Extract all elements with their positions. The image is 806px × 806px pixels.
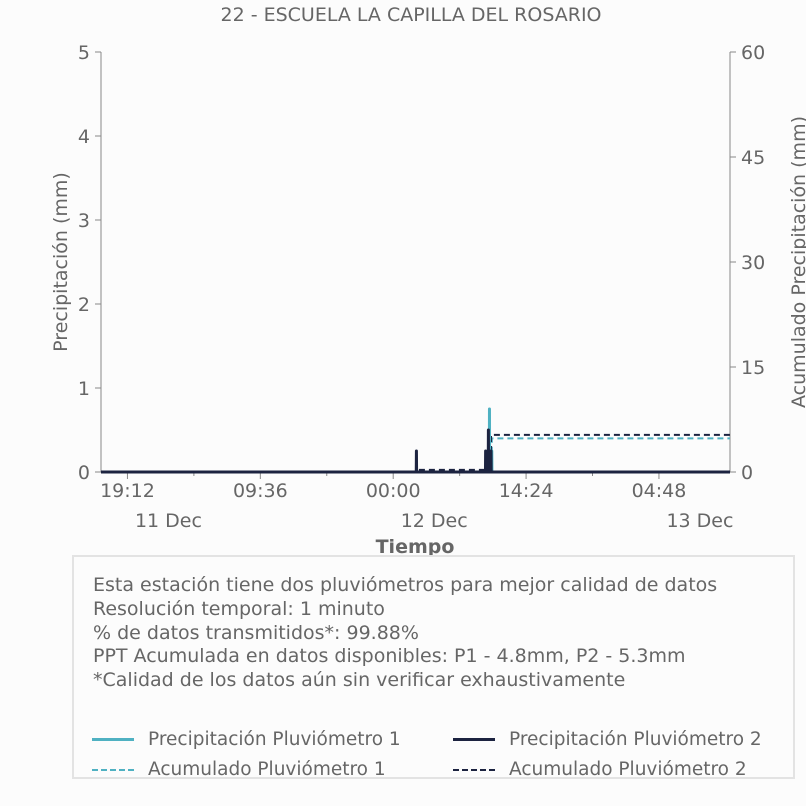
series-layer	[101, 407, 730, 474]
info-line: % de datos transmitidos*: 99.88%	[93, 621, 419, 644]
legend-label: Acumulado Pluviómetro 1	[148, 759, 386, 780]
legend-label: Precipitación Pluviómetro 1	[148, 729, 401, 750]
x-tick-label: 19:12	[100, 480, 155, 502]
y-tick-label: 3	[78, 210, 90, 232]
legend-swatch-dashed-dark	[453, 768, 495, 771]
legend-swatch-solid-light	[92, 738, 134, 741]
y-tick-label: 0	[78, 462, 90, 484]
info-legend-box: Esta estación tiene dos pluviómetros par…	[72, 555, 795, 780]
y-tick-label: 2	[78, 294, 90, 316]
y-tick-label: 1	[78, 378, 90, 400]
info-line: *Calidad de los datos aún sin verificar …	[93, 669, 626, 692]
y2-tick-label: 45	[741, 147, 765, 169]
x-date-label: 12 Dec	[401, 510, 468, 532]
y2-tick-label: 30	[741, 252, 765, 274]
x-date-label: 11 Dec	[135, 510, 202, 532]
info-line: Esta estación tiene dos pluviómetros par…	[93, 574, 718, 596]
info-text: Esta estación tiene dos pluviómetros par…	[93, 574, 717, 693]
y2-tick-label: 0	[741, 462, 753, 484]
y2-tick-label: 60	[741, 42, 765, 64]
legend-item-acc1: Acumulado Pluviómetro 1	[92, 759, 386, 780]
legend-item-p2: Precipitación Pluviómetro 2	[453, 729, 762, 750]
x-tick-label: 00:00	[366, 480, 421, 502]
legend-label: Acumulado Pluviómetro 2	[509, 759, 747, 780]
x-date-label: 13 Dec	[666, 510, 733, 532]
info-line: Resolución temporal: 1 minuto	[93, 597, 385, 620]
y2-axis-label: Acumulado Precipitación (mm)	[788, 116, 806, 408]
legend-swatch-dashed-light	[92, 768, 134, 771]
y2-tick-label: 15	[741, 357, 765, 379]
x-axis-label: Tiempo	[376, 536, 455, 558]
x-tick-label: 14:24	[499, 480, 554, 502]
y-tick-label: 5	[78, 42, 90, 64]
y-tick-label: 4	[78, 126, 90, 148]
legend-label: Precipitación Pluviómetro 2	[509, 729, 762, 750]
legend-swatch-solid-dark	[453, 738, 495, 741]
legend-item-acc2: Acumulado Pluviómetro 2	[453, 759, 747, 780]
y-axis-label: Precipitación (mm)	[50, 172, 72, 352]
series-line-2	[101, 428, 730, 474]
x-tick-label: 04:48	[632, 480, 687, 502]
legend-item-p1: Precipitación Pluviómetro 1	[92, 729, 401, 750]
info-line: PPT Acumulada en datos disponibles: P1 -…	[93, 645, 686, 668]
chart-title: 22 - ESCUELA LA CAPILLA DEL ROSARIO	[220, 4, 601, 26]
x-tick-label: 09:36	[233, 480, 288, 502]
